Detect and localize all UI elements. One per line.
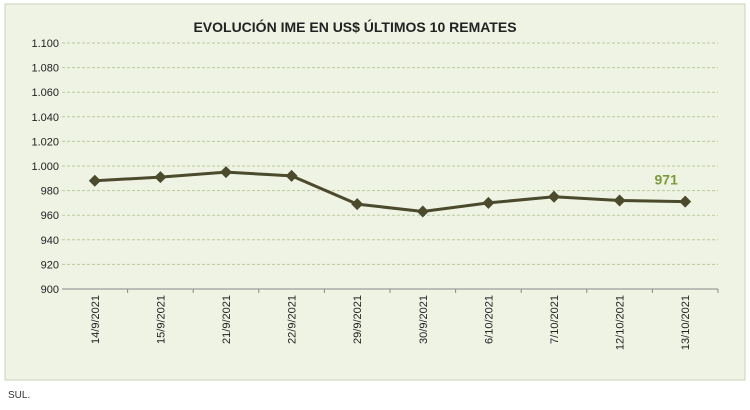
marker — [88, 174, 101, 187]
footer: SUL. — [8, 390, 31, 401]
chart: EVOLUCIÓN IME EN US$ ÚLTIMOS 10 REMATES … — [4, 3, 746, 381]
y-tick-label: 920 — [41, 259, 59, 271]
x-tick-label: 29/9/2021 — [352, 295, 364, 344]
y-tick-label: 1.080 — [31, 63, 59, 75]
marker — [482, 196, 495, 209]
x-tick-label: 7/10/2021 — [549, 295, 561, 344]
data-label: 971 — [655, 172, 679, 188]
x-tick-label: 21/9/2021 — [221, 295, 233, 344]
line — [94, 170, 686, 214]
y-tick-label: 940 — [41, 235, 59, 247]
marker — [679, 195, 692, 208]
x-tick-label: 22/9/2021 — [287, 295, 299, 344]
marker — [220, 166, 232, 179]
y-tick-label: 980 — [41, 186, 59, 198]
y-tick-label: 960 — [41, 210, 59, 222]
x-tick-label: 30/9/2021 — [418, 295, 430, 344]
marker — [548, 190, 560, 203]
chart-background — [4, 3, 746, 381]
y-tick-label: 1.000 — [31, 161, 59, 173]
y-tick-label: 1.040 — [31, 112, 59, 124]
x-tick-label: 14/9/2021 — [90, 295, 102, 344]
marker — [351, 198, 364, 211]
x-tick-label: 6/10/2021 — [483, 295, 495, 344]
y-tick-label: 900 — [41, 284, 59, 296]
marker — [285, 169, 298, 182]
marker — [154, 171, 167, 184]
y-tick-label: 1.100 — [31, 38, 59, 50]
y-tick-label: 1.060 — [31, 87, 59, 99]
x-tick-label: 12/10/2021 — [615, 295, 627, 350]
chart-title: EVOLUCIÓN IME EN US$ ÚLTIMOS 10 REMATES — [193, 18, 516, 35]
marker — [613, 194, 626, 207]
y-tick-label: 1.020 — [31, 136, 59, 148]
marker — [416, 205, 429, 218]
x-tick-label: 15/9/2021 — [155, 295, 167, 344]
x-tick-label: 13/10/2021 — [680, 295, 692, 350]
